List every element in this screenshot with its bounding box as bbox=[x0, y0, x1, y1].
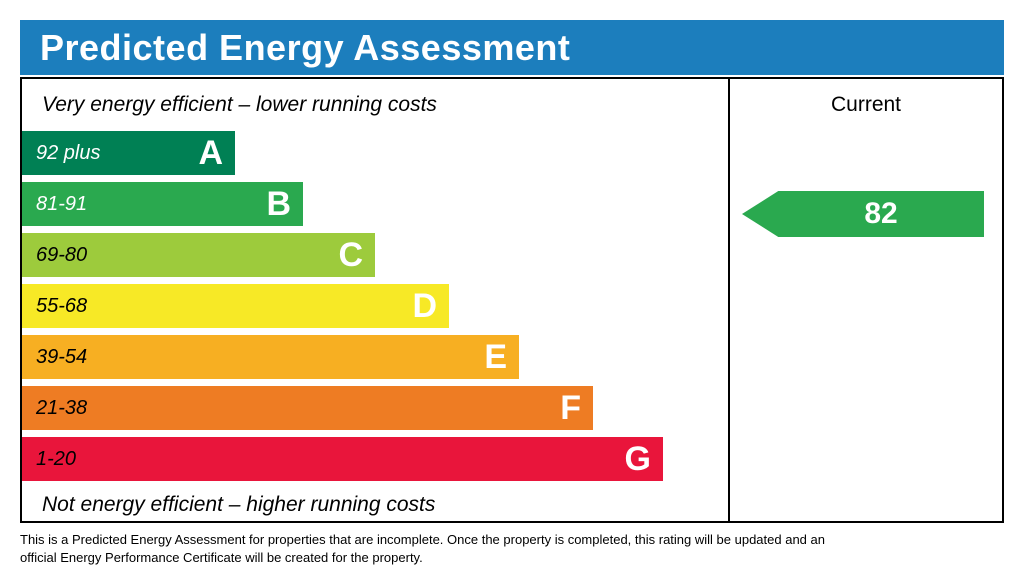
band-letter: F bbox=[560, 389, 581, 427]
band-range: 55-68 bbox=[36, 294, 88, 317]
band-letter: E bbox=[484, 338, 507, 376]
current-panel: Current 82 bbox=[730, 79, 1002, 521]
band-range: 69-80 bbox=[36, 243, 88, 266]
band-range: 92 plus bbox=[36, 141, 101, 164]
band-c: 69-80 C bbox=[22, 233, 375, 277]
current-rating-arrow: 82 bbox=[742, 191, 984, 237]
band-f: 21-38 F bbox=[22, 386, 593, 430]
bands-panel: Very energy efficient – lower running co… bbox=[22, 79, 730, 521]
band-g: 1-20 G bbox=[22, 437, 663, 481]
band-range: 39-54 bbox=[36, 345, 88, 368]
band-row-f: 21-38 F bbox=[22, 386, 728, 430]
current-rating-value: 82 bbox=[864, 197, 898, 230]
band-row-d: 55-68 D bbox=[22, 284, 728, 328]
band-letter: B bbox=[266, 185, 291, 223]
efficient-label: Very energy efficient – lower running co… bbox=[42, 93, 437, 116]
footer-note: This is a Predicted Energy Assessment fo… bbox=[20, 531, 1004, 567]
page-title: Predicted Energy Assessment bbox=[40, 26, 571, 68]
band-range: 21-38 bbox=[36, 396, 88, 419]
band-letter: A bbox=[198, 134, 223, 172]
band-row-b: 81-91 B bbox=[22, 182, 728, 226]
band-row-c: 69-80 C bbox=[22, 233, 728, 277]
band-letter: D bbox=[412, 287, 437, 325]
band-range: 1-20 bbox=[36, 447, 77, 470]
footer-line-2: official Energy Performance Certificate … bbox=[20, 550, 423, 566]
band-row-g: 1-20 G bbox=[22, 437, 728, 481]
band-row-a: 92 plus A bbox=[22, 131, 728, 175]
band-e: 39-54 E bbox=[22, 335, 519, 379]
band-d: 55-68 D bbox=[22, 284, 449, 328]
not-efficient-label: Not energy efficient – higher running co… bbox=[42, 492, 436, 516]
header-bar: Predicted Energy Assessment bbox=[20, 20, 1004, 75]
band-range: 81-91 bbox=[36, 192, 88, 215]
band-letter: C bbox=[338, 236, 363, 274]
band-row-e: 39-54 E bbox=[22, 335, 728, 379]
footer-line-1: This is a Predicted Energy Assessment fo… bbox=[20, 532, 825, 547]
band-b: 81-91 B bbox=[22, 182, 303, 226]
band-letter: G bbox=[624, 440, 651, 478]
assessment-chart: Very energy efficient – lower running co… bbox=[20, 77, 1004, 523]
band-a: 92 plus A bbox=[22, 131, 235, 175]
current-column-header: Current bbox=[830, 93, 902, 116]
assessment-wrapper: Predicted Energy Assessment Very energy … bbox=[20, 20, 1004, 567]
